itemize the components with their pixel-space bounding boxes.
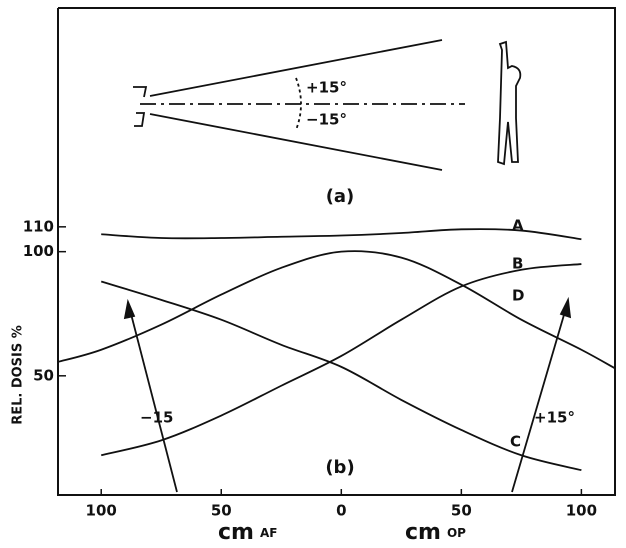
caption-b: (b) [325, 457, 354, 478]
x-tick-label: 100 [86, 502, 117, 520]
series-label: A [512, 217, 524, 235]
annotation: +15° [534, 409, 575, 427]
y-axis-label: REL. DOSIS % [11, 325, 26, 425]
y-tick-label: 50 [33, 366, 54, 384]
x-axis-side: AF [260, 526, 277, 540]
minus-angle-label: −15° [306, 111, 347, 129]
annotation: −15 [140, 409, 173, 427]
figure: +15° −15° (a) (b) REL. DOSIS % −15 +15° … [0, 0, 626, 548]
y-tick-label: 110 [23, 217, 54, 235]
plus-angle-label: +15° [306, 79, 347, 97]
x-axis-side: OP [447, 526, 466, 540]
x-tick-label: 0 [336, 502, 346, 520]
x-axis-unit: cm [405, 520, 441, 545]
y-tick-label: 100 [23, 242, 54, 260]
caption-a: (a) [326, 186, 355, 207]
series-label: C [510, 433, 521, 451]
x-axis-unit: cm [218, 520, 254, 545]
x-tick-label: 50 [451, 502, 472, 520]
series-label: D [512, 287, 524, 305]
x-tick-label: 100 [566, 502, 597, 520]
x-tick-label: 50 [211, 502, 232, 520]
